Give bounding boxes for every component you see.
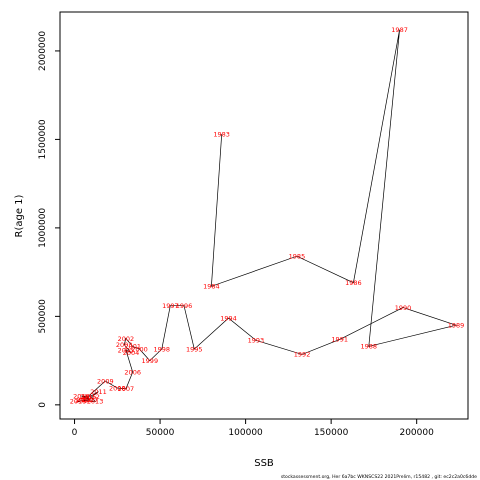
- y-tick-label: 2000000: [38, 31, 48, 71]
- point-label-1988: 1988: [361, 343, 378, 351]
- y-tick-label: 1000000: [38, 208, 48, 248]
- point-label-1997: 1997: [162, 302, 179, 310]
- point-label-1990: 1990: [395, 304, 412, 312]
- point-label-2017: 2017: [82, 396, 99, 404]
- x-tick-label: 0: [72, 428, 78, 438]
- point-label-2001: 2001: [124, 343, 141, 351]
- point-label-1984: 1984: [203, 283, 220, 291]
- x-tick-label: 100000: [228, 428, 263, 438]
- point-label-2002: 2002: [118, 335, 135, 343]
- point-label-2008: 2008: [109, 384, 126, 392]
- x-axis-label: SSB: [254, 458, 274, 469]
- point-label-2013: 2013: [87, 398, 104, 406]
- point-label-2016: 2016: [73, 392, 90, 400]
- point-label-2003: 2003: [116, 341, 133, 349]
- footer-text: stockassessment.org, Her 6a7bc WKNSCS22 …: [281, 474, 477, 480]
- point-label-1987: 1987: [391, 26, 408, 34]
- point-label-1986: 1986: [345, 279, 362, 287]
- point-label-2000: 2000: [131, 345, 148, 353]
- point-label-2014: 2014: [75, 397, 92, 405]
- x-tick-label: 200000: [399, 428, 434, 438]
- point-label-2011: 2011: [90, 388, 107, 396]
- point-label-1998: 1998: [154, 345, 171, 353]
- y-axis-label: R(age 1): [14, 194, 25, 237]
- point-label-1992: 1992: [294, 351, 311, 359]
- x-axis: 0 50000 100000 150000 200000: [72, 419, 434, 438]
- point-labels: 1983 1984 1985 1986 1987 1988 1989 1990 1991 1992…: [70, 26, 465, 406]
- point-label-1991: 1991: [331, 336, 348, 344]
- x-tick-label: 50000: [146, 428, 175, 438]
- point-label-2005: 2005: [118, 346, 135, 354]
- point-label-1989: 1989: [448, 322, 465, 330]
- y-tick-label: 0: [38, 402, 48, 408]
- series-path: [77, 29, 458, 402]
- point-label-2010: 2010: [77, 396, 94, 404]
- point-label-1995: 1995: [186, 345, 203, 353]
- point-label-1994: 1994: [220, 314, 237, 322]
- point-label-2007: 2007: [118, 385, 135, 393]
- point-label-2012: 2012: [83, 393, 100, 401]
- point-label-1985: 1985: [289, 253, 306, 261]
- point-label-1996: 1996: [176, 302, 193, 310]
- point-label-2018: 2018: [70, 398, 87, 406]
- y-tick-label: 500000: [38, 299, 48, 334]
- y-axis: 0 500000 1000000 1500000 2000000: [38, 31, 60, 408]
- point-label-2004: 2004: [123, 349, 140, 357]
- point-label-1983: 1983: [213, 130, 230, 138]
- point-label-2006: 2006: [124, 368, 141, 376]
- plot-frame: [59, 11, 469, 420]
- point-label-2015: 2015: [80, 393, 97, 401]
- y-tick-label: 1500000: [38, 119, 48, 159]
- point-label-1993: 1993: [248, 337, 265, 345]
- point-label-1999: 1999: [142, 357, 159, 365]
- point-label-2009: 2009: [97, 377, 114, 385]
- series-line: [77, 29, 458, 402]
- x-tick-label: 150000: [314, 428, 349, 438]
